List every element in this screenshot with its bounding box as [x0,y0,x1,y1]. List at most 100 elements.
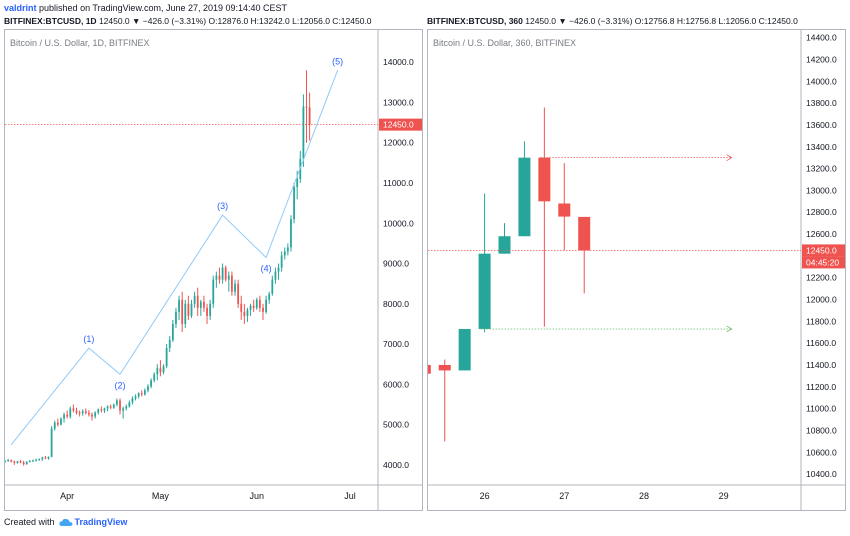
price-tick-label: 10800.0 [806,425,837,435]
candle-body [143,390,146,395]
candle-body [60,418,62,425]
right-chart-panel[interactable]: 10400.0 10600.0 10800.0 11000.0 11200.0 11400… [427,29,846,511]
candle-body [16,461,19,463]
candle-body [159,368,162,373]
price-tick-label: 13400.0 [806,142,837,152]
candle-body [199,301,202,308]
candle-body [84,411,87,413]
candle-body [75,410,78,413]
chart-title: Bitcoin / U.S. Dollar, 360, BITFINEX [433,38,576,48]
candle-body [106,406,109,409]
candle-body [296,178,299,188]
candle-body [32,460,34,462]
price-tick-label: 11400.0 [806,360,836,370]
candle-body [165,348,168,367]
price-tick-label: 6000.0 [383,379,409,389]
right-symbol: BITFINEX:BTCUSD, 360 [427,16,523,26]
time-tick-label: Jul [344,491,356,501]
tradingview-logo[interactable]: TradingView [58,517,128,527]
current-price-label: 12450.0 [383,120,414,130]
chart-header: valdrint published on TradingView.com, J… [0,0,850,28]
candle-body [438,364,451,371]
candle-body [209,303,212,316]
candle-body [290,219,292,248]
candle-body [302,106,305,159]
candle-body [181,299,184,324]
price-tick-label: 9000.0 [383,259,409,269]
candle-body [88,412,90,415]
candle-body [137,393,140,397]
candle-body [91,414,93,417]
candle-body [428,364,431,374]
candle-body [168,340,171,349]
price-tick-label: 11000.0 [806,404,836,414]
price-tick-label: 12800.0 [806,207,837,217]
candle-body [44,457,47,459]
candle-body [19,461,22,463]
candle-body [22,462,25,465]
price-tick-label: 11600.0 [806,338,836,348]
candle-body [156,368,159,375]
current-price-tag [379,118,422,131]
right-chart[interactable]: 10400.0 10600.0 10800.0 11000.0 11200.0 11400… [428,30,845,510]
price-tick-label: 5000.0 [383,420,409,430]
wave-label: (1) [83,334,94,344]
candle-body [246,309,249,316]
countdown-tag [802,256,845,269]
candle-body [262,307,264,312]
time-tick-label: 28 [639,491,649,501]
candle-body [190,303,193,316]
candle-body [578,216,591,251]
published-text: published on TradingView.com, June 27, 2… [39,3,288,13]
candle-body [206,307,208,316]
right-symbol-line: BITFINEX:BTCUSD, 360 12450.0 ▼ −426.0 (−… [427,16,798,26]
current-price-label: 12450.0 [806,245,837,255]
wave-label: (4) [261,264,272,274]
candle-body [147,386,149,391]
left-ohlc: 12450.0 ▼ −426.0 (−3.31%) O:12876.0 H:13… [98,16,372,26]
price-tick-label: 14200.0 [806,54,837,64]
candle-body [498,236,511,254]
author-link[interactable]: valdrint [4,3,37,13]
candle-body [283,251,286,256]
price-tick-label: 13800.0 [806,98,837,108]
created-with-label: Created with [4,517,55,527]
candle-body [187,303,190,316]
candle-body [231,275,233,292]
left-chart[interactable]: 4000.0 5000.0 6000.0 7000.0 8000.0 9000.0 1000… [5,30,422,510]
candle-body [103,408,106,411]
price-tick-label: 4000.0 [383,460,409,470]
publication-line: valdrint published on TradingView.com, J… [4,3,287,13]
candle-body [112,404,115,408]
price-tick-label: 11800.0 [806,316,836,326]
candle-body [227,275,230,280]
candle-body [94,412,97,417]
candle-body [13,461,16,463]
time-tick-label: May [152,491,170,501]
candle-body [305,106,308,108]
price-tick-label: 14000.0 [383,57,414,67]
candle-body [538,157,551,202]
support-arrow [726,325,733,333]
candle-body [178,299,180,312]
candle-body [25,461,28,465]
candle-body [212,279,215,304]
price-tick-label: 7000.0 [383,339,409,349]
left-chart-panel[interactable]: 4000.0 5000.0 6000.0 7000.0 8000.0 9000.0 1000… [4,29,423,511]
candle-body [218,275,221,280]
tradingview-brand: TradingView [74,517,128,527]
candle-body [56,422,59,425]
price-tick-label: 10400.0 [806,469,837,479]
price-tick-label: 14400.0 [806,33,837,43]
price-tick-label: 13000.0 [383,97,414,107]
candle-body [293,187,295,220]
resistance-arrow [726,154,733,162]
time-tick-label: Jun [250,491,265,501]
candle-body [69,408,72,417]
candle-body [119,400,121,411]
candle-body [221,267,224,280]
candle-body [10,460,13,462]
candle-body [140,393,143,395]
price-tick-label: 11200.0 [806,382,836,392]
candle-body [50,428,53,457]
